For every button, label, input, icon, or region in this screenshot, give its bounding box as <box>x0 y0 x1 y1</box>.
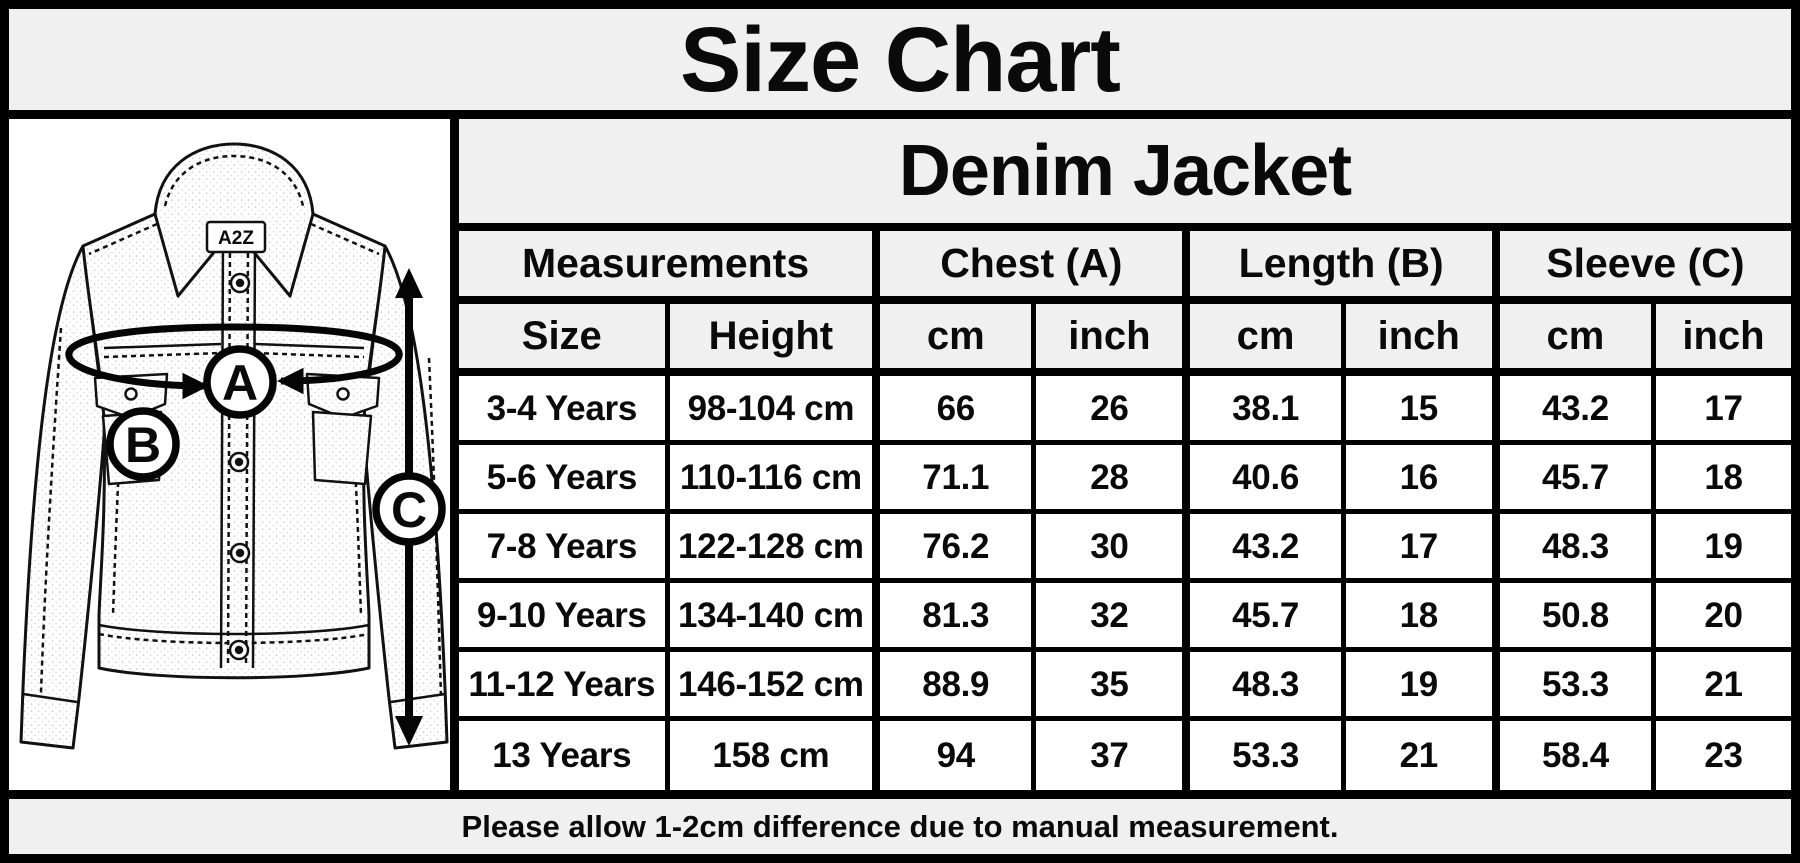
table-cell: 76.2 <box>880 514 1037 583</box>
subheader-height: Height <box>669 304 881 376</box>
table-cell: 110-116 cm <box>669 445 881 514</box>
table-cell: 35 <box>1036 652 1191 721</box>
table-cell: 19 <box>1345 652 1500 721</box>
table-cell: 134-140 cm <box>669 583 881 652</box>
table-cell: 88.9 <box>880 652 1037 721</box>
collar <box>153 142 315 298</box>
table-cell: 15 <box>1345 376 1500 445</box>
table-cell: 43.2 <box>1190 514 1346 583</box>
table-cell: 71.1 <box>880 445 1037 514</box>
table-cell: 58.4 <box>1499 721 1656 790</box>
table-cell: 122-128 cm <box>669 514 881 583</box>
footer-note: Please allow 1-2cm difference due to man… <box>461 808 1339 844</box>
table-cell: 28 <box>1036 445 1191 514</box>
size-table-panel: Denim Jacket Measurements Chest (A) Leng… <box>459 119 1791 790</box>
page-title: Size Chart <box>680 8 1121 111</box>
footer-note-band: Please allow 1-2cm difference due to man… <box>9 790 1791 854</box>
subheader-length-cm: cm <box>1190 304 1346 376</box>
group-header-measurements: Measurements <box>459 231 881 304</box>
jacket-illustration-panel: A2Z A B C <box>9 119 459 790</box>
jacket-illustration: A2Z A B C <box>19 142 449 750</box>
table-cell: 94 <box>880 721 1037 790</box>
group-header-chest: Chest (A) <box>880 231 1191 304</box>
table-cell: 158 cm <box>669 721 881 790</box>
marker-a-circle <box>203 345 277 419</box>
table-cell: 48.3 <box>1190 652 1346 721</box>
brand-label-text: A2Z <box>218 228 254 249</box>
subheader-sleeve-inch: inch <box>1655 304 1791 376</box>
table-cell: 16 <box>1345 445 1500 514</box>
table-cell: 48.3 <box>1499 514 1656 583</box>
table-cell: 43.2 <box>1499 376 1656 445</box>
product-name: Denim Jacket <box>459 119 1791 231</box>
table-cell: 3-4 Years <box>459 376 670 445</box>
page-title-band: Size Chart <box>9 9 1791 119</box>
brand-label: A2Z <box>205 220 267 254</box>
measure-markers: A B C <box>106 345 446 546</box>
table-cell: 11-12 Years <box>459 652 670 721</box>
table-cell: 26 <box>1036 376 1191 445</box>
size-table: Denim Jacket Measurements Chest (A) Leng… <box>459 119 1791 790</box>
table-cell: 66 <box>880 376 1037 445</box>
table-cell: 38.1 <box>1190 376 1346 445</box>
group-header-sleeve: Sleeve (C) <box>1499 231 1791 304</box>
marker-a-letter: A <box>222 355 258 411</box>
table-cell: 17 <box>1655 376 1791 445</box>
table-cell: 37 <box>1036 721 1191 790</box>
marker-b-letter: B <box>125 417 161 473</box>
table-cell: 32 <box>1036 583 1191 652</box>
table-cell: 18 <box>1345 583 1500 652</box>
marker-c-circle <box>372 472 446 546</box>
subheader-chest-inch: inch <box>1036 304 1191 376</box>
table-cell: 45.7 <box>1499 445 1656 514</box>
table-cell: 146-152 cm <box>669 652 881 721</box>
table-cell: 23 <box>1655 721 1791 790</box>
subheader-size: Size <box>459 304 670 376</box>
marker-b-circle <box>106 407 180 481</box>
marker-c-letter: C <box>391 482 427 538</box>
table-cell: 21 <box>1655 652 1791 721</box>
table-cell: 20 <box>1655 583 1791 652</box>
table-cell: 13 Years <box>459 721 670 790</box>
table-cell: 7-8 Years <box>459 514 670 583</box>
table-cell: 53.3 <box>1499 652 1656 721</box>
group-header-length: Length (B) <box>1190 231 1500 304</box>
subheader-chest-cm: cm <box>880 304 1037 376</box>
table-cell: 18 <box>1655 445 1791 514</box>
table-cell: 98-104 cm <box>669 376 881 445</box>
table-cell: 5-6 Years <box>459 445 670 514</box>
table-cell: 50.8 <box>1499 583 1656 652</box>
main-area: A2Z A B C <box>9 119 1791 790</box>
jacket-buttons <box>124 272 350 661</box>
table-cell: 45.7 <box>1190 583 1346 652</box>
table-cell: 17 <box>1345 514 1500 583</box>
table-cell: 30 <box>1036 514 1191 583</box>
right-pocket <box>311 410 373 486</box>
chest-measure-arrow-a <box>65 323 403 400</box>
table-cell: 21 <box>1345 721 1500 790</box>
table-cell: 81.3 <box>880 583 1037 652</box>
subheader-length-inch: inch <box>1345 304 1500 376</box>
subheader-sleeve-cm: cm <box>1499 304 1656 376</box>
table-cell: 53.3 <box>1190 721 1346 790</box>
table-cell: 9-10 Years <box>459 583 670 652</box>
table-cell: 40.6 <box>1190 445 1346 514</box>
table-cell: 19 <box>1655 514 1791 583</box>
